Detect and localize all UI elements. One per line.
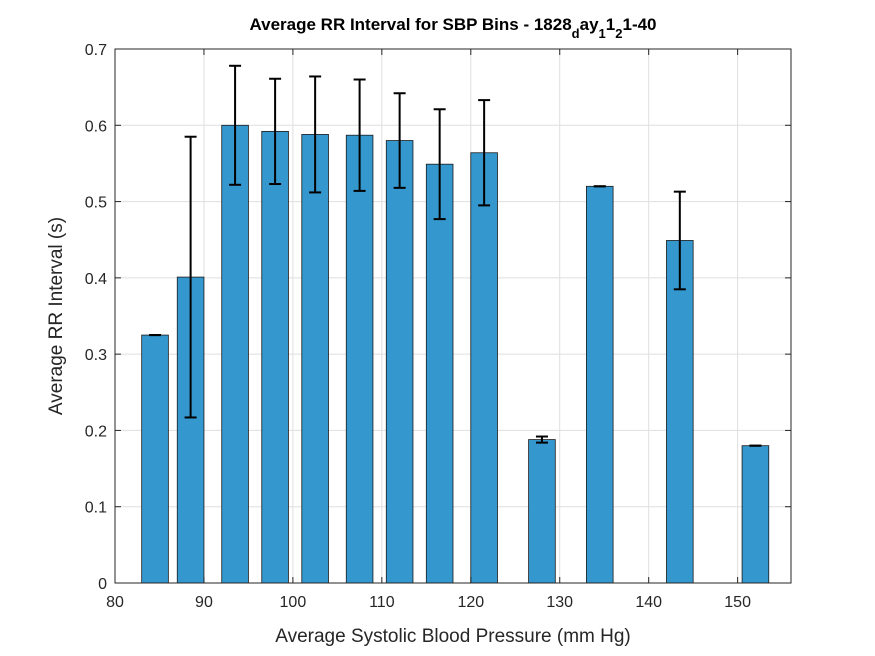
bar bbox=[141, 334, 169, 584]
x-tick-label: 130 bbox=[546, 594, 573, 611]
bar bbox=[261, 130, 289, 584]
bar bbox=[345, 134, 374, 584]
x-axis-label: Average Systolic Blood Pressure (mm Hg) bbox=[275, 626, 631, 647]
y-tick-label: 0.5 bbox=[85, 195, 107, 212]
bar bbox=[666, 240, 694, 584]
x-tick-label: 140 bbox=[635, 594, 662, 611]
y-tick-label: 0.2 bbox=[85, 423, 107, 440]
y-tick-label: 0.6 bbox=[85, 118, 107, 135]
axes: 80 90 100 110 120 130 140 150 0 0.1 0.2 0.3 0.4 0.5 0.… bbox=[85, 42, 791, 611]
y-tick-label: 0 bbox=[98, 576, 107, 593]
bar bbox=[385, 140, 414, 584]
x-tick-label: 100 bbox=[280, 594, 307, 611]
y-tick-label: 0.4 bbox=[85, 271, 107, 288]
bar bbox=[586, 185, 614, 584]
plot-frame bbox=[114, 48, 792, 584]
y-tick-label: 0.1 bbox=[85, 500, 107, 517]
x-tick-label: 150 bbox=[724, 594, 751, 611]
bar bbox=[741, 445, 770, 584]
x-tick-label: 110 bbox=[369, 594, 395, 611]
bar bbox=[301, 134, 329, 584]
bar bbox=[221, 124, 249, 584]
y-tick-label: 0.3 bbox=[85, 347, 107, 364]
x-tick-label: 90 bbox=[195, 594, 213, 611]
y-axis-label: Average RR Interval (s) bbox=[46, 217, 67, 415]
bar bbox=[470, 152, 498, 584]
x-tick-label: 120 bbox=[457, 594, 484, 611]
bar bbox=[425, 163, 454, 584]
error-bars bbox=[149, 64, 762, 447]
y-tick-label: 0.7 bbox=[85, 42, 107, 59]
x-tick-label: 80 bbox=[106, 594, 124, 611]
bars bbox=[141, 124, 770, 584]
bar bbox=[528, 439, 556, 584]
chart-title: Average RR Interval for SBP Bins - 1828d… bbox=[249, 15, 656, 41]
